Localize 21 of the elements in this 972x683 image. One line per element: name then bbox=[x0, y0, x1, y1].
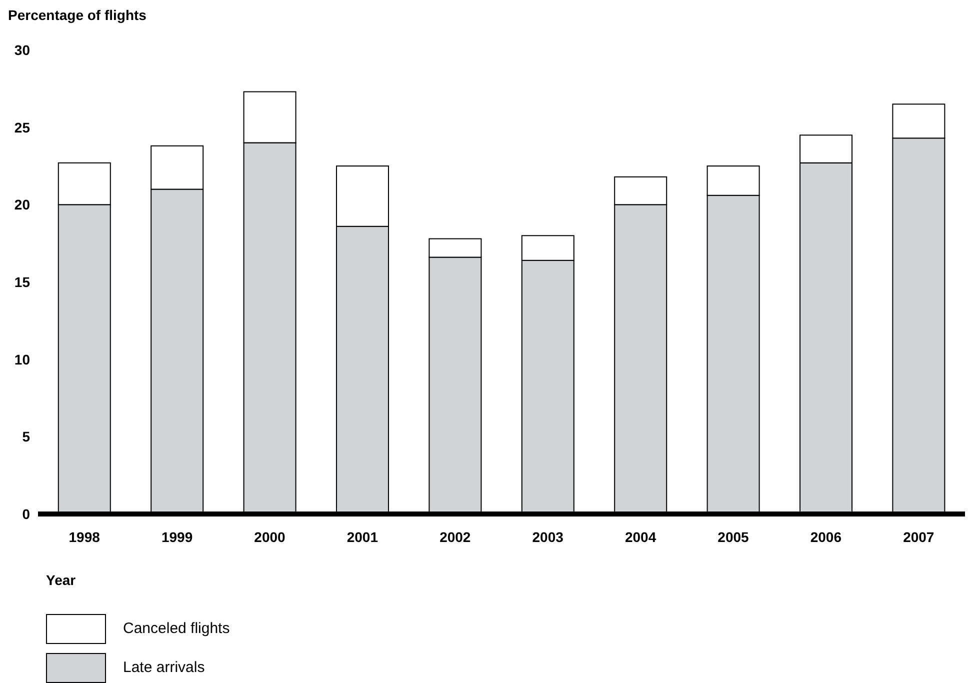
y-axis-title: Percentage of flights bbox=[8, 7, 146, 23]
legend-label: Canceled flights bbox=[123, 620, 230, 637]
y-tick-label: 30 bbox=[14, 42, 30, 58]
y-tick-label: 0 bbox=[22, 506, 30, 522]
x-tick-label: 2000 bbox=[254, 528, 286, 545]
y-tick-label: 5 bbox=[22, 428, 30, 445]
y-tick-label: 10 bbox=[14, 351, 30, 368]
x-tick-label: 2003 bbox=[532, 528, 564, 545]
x-tick-label: 2006 bbox=[810, 528, 842, 545]
y-tick-label: 20 bbox=[14, 196, 30, 213]
y-tick-label: 25 bbox=[14, 119, 30, 136]
x-tick-label: 2002 bbox=[440, 528, 471, 545]
x-axis-title: Year bbox=[46, 572, 76, 588]
x-tick-label: 2007 bbox=[903, 528, 934, 545]
x-tick-label: 2004 bbox=[624, 528, 656, 545]
x-tick-label: 2001 bbox=[346, 528, 378, 545]
x-tick-label: 1999 bbox=[161, 528, 193, 545]
x-tick-label: 2005 bbox=[718, 528, 750, 545]
x-tick-label: 1998 bbox=[68, 528, 100, 545]
legend-label: Late arrivals bbox=[123, 659, 205, 676]
y-tick-label: 15 bbox=[14, 274, 30, 290]
